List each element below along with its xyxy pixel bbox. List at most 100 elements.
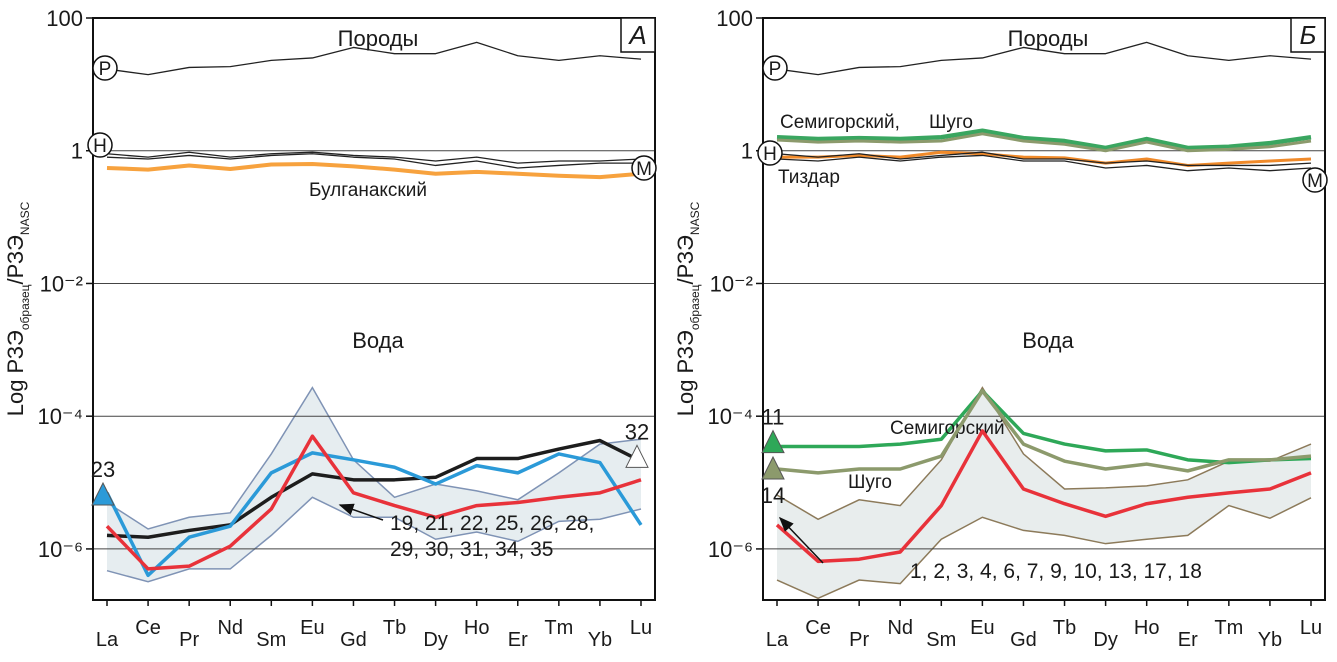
x-tick-label: Ho xyxy=(1134,617,1160,639)
range-band xyxy=(777,387,1311,599)
curve-letter: Н xyxy=(93,136,107,157)
water-label: Вода xyxy=(352,328,404,353)
series-label: Семигорский, xyxy=(780,112,900,133)
y-axis-label-part: образец xyxy=(688,284,702,330)
samples-note: 1, 2, 3, 4, 6, 7, 9, 10, 13, 17, 18 xyxy=(910,560,1202,583)
x-tick-label: Nd xyxy=(887,617,913,639)
triangle-marker xyxy=(761,429,785,454)
series-line xyxy=(776,154,1312,172)
marker-label: 23 xyxy=(91,457,115,482)
series-label: Шуго xyxy=(929,112,973,133)
marker-label: 14 xyxy=(761,483,785,508)
x-tick-label: Sm xyxy=(256,629,286,651)
range-band xyxy=(107,387,641,582)
samples-note: 19, 21, 22, 25, 26, 28, xyxy=(390,512,594,535)
y-axis-label-part: Log РЗЭ xyxy=(673,330,698,416)
series-line xyxy=(106,153,641,169)
y-tick-label: 1 xyxy=(741,139,753,164)
curve-letter: Р xyxy=(769,59,782,80)
y-axis-label-part: образец xyxy=(18,284,32,330)
x-tick-label: Pr xyxy=(179,629,199,651)
x-tick-label: Ce xyxy=(805,617,831,639)
x-tick-label: Gd xyxy=(340,629,367,651)
y-axis-label-part: /РЗЭ xyxy=(673,235,698,285)
panel-letter: А xyxy=(627,20,646,50)
curve-letter: Н xyxy=(763,144,777,165)
x-tick-label: Dy xyxy=(423,629,447,651)
samples-note: 29, 30, 31, 34, 35 xyxy=(390,538,553,561)
series-label: Семигорский xyxy=(890,418,1005,439)
y-axis-label: Log РЗЭобразец/РЗЭNASC xyxy=(3,201,32,416)
x-tick-label: Dy xyxy=(1093,629,1117,651)
y-axis-label-part: Log РЗЭ xyxy=(3,330,28,416)
curve-letter-circle xyxy=(87,132,113,158)
series-line xyxy=(106,151,642,164)
y-axis-label-part: NASC xyxy=(18,201,32,235)
series-line xyxy=(777,150,1312,167)
y-tick-label: 10⁻⁶ xyxy=(38,537,83,562)
marker-label: 11 xyxy=(762,405,785,430)
series-line xyxy=(776,389,1312,475)
x-tick-label: Eu xyxy=(970,617,994,639)
series-line xyxy=(105,434,642,571)
series-line xyxy=(106,438,642,539)
x-tick-label: Ho xyxy=(464,617,490,639)
plot-frame xyxy=(92,17,656,601)
x-tick-label: Tm xyxy=(1214,617,1243,639)
series-line xyxy=(105,451,643,578)
x-tick-label: Er xyxy=(1178,629,1198,651)
x-tick-label: Tb xyxy=(383,617,406,639)
x-tick-label: Yb xyxy=(588,629,612,651)
series-label: Булганакский xyxy=(309,180,427,201)
x-tick-label: Lu xyxy=(630,617,652,639)
curve-letter: М xyxy=(1307,171,1323,192)
y-axis-label: Log РЗЭобразец/РЗЭNASC xyxy=(673,201,702,416)
series-line xyxy=(775,429,1312,564)
rocks-label: Породы xyxy=(1008,26,1089,51)
note-arrow xyxy=(338,503,384,521)
x-tick-label: Pr xyxy=(849,629,869,651)
x-tick-label: La xyxy=(766,629,789,651)
panel-letter-box xyxy=(620,17,656,53)
triangle-marker xyxy=(625,444,649,468)
x-tick-label: Ce xyxy=(135,617,161,639)
triangle-marker xyxy=(91,481,115,506)
note-arrow xyxy=(778,516,824,564)
band-upper xyxy=(776,386,1312,521)
curve-letter-circle xyxy=(631,155,657,181)
y-tick-label: 10⁻⁴ xyxy=(707,404,753,429)
curve-letter-circle xyxy=(92,55,118,81)
x-tick-label: Er xyxy=(508,629,528,651)
series-line xyxy=(776,132,1312,153)
curve-letter-circle xyxy=(762,55,788,81)
x-tick-label: Sm xyxy=(926,629,956,651)
marker-label: 32 xyxy=(625,419,649,444)
curve-letter-circle xyxy=(1302,167,1328,193)
band-lower xyxy=(776,497,1312,600)
y-tick-label: 1 xyxy=(71,139,83,164)
triangle-marker xyxy=(761,455,785,480)
series-line xyxy=(776,151,1312,167)
y-tick-label: 100 xyxy=(46,6,83,31)
x-tick-label: Lu xyxy=(1300,617,1322,639)
series-label: Тиздар xyxy=(778,167,840,188)
y-tick-label: 10⁻⁶ xyxy=(708,537,753,562)
y-tick-label: 10⁻² xyxy=(710,271,753,296)
y-tick-label: 10⁻⁴ xyxy=(37,404,83,429)
x-tick-label: Gd xyxy=(1010,629,1037,651)
curve-letter: М xyxy=(636,159,652,180)
y-tick-label: 100 xyxy=(716,6,753,31)
series-line xyxy=(776,128,1312,151)
y-axis-label-part: /РЗЭ xyxy=(3,235,28,285)
x-tick-label: Yb xyxy=(1258,629,1282,651)
series-line xyxy=(776,41,1312,76)
y-tick-label: 10⁻² xyxy=(40,271,83,296)
rocks-label: Породы xyxy=(338,26,419,51)
panel-letter: Б xyxy=(1300,20,1317,50)
y-axis-label-part: NASC xyxy=(688,201,702,235)
curve-letter-circle xyxy=(757,140,783,166)
water-label: Вода xyxy=(1022,328,1074,353)
series-line xyxy=(106,162,642,180)
curve-letter: Р xyxy=(99,59,112,80)
